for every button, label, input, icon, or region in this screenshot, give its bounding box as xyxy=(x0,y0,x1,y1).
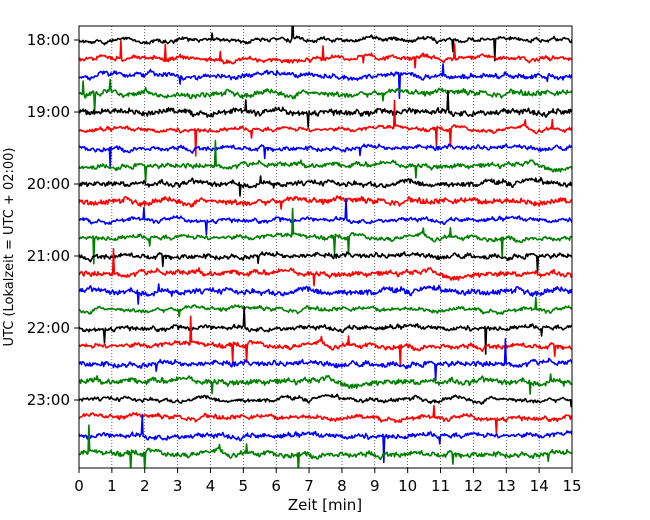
trace-1900 xyxy=(79,89,572,128)
x-tick-label: 8 xyxy=(337,477,347,495)
trace-1800 xyxy=(79,26,572,62)
trace-1945 xyxy=(79,139,572,184)
x-tick-label: 10 xyxy=(398,477,417,495)
trace-2145 xyxy=(79,296,572,318)
trace-2130 xyxy=(79,283,572,305)
y-tick-label: 23:00 xyxy=(27,391,70,409)
trace-1930 xyxy=(79,143,572,168)
y-tick-label: 21:00 xyxy=(27,247,70,265)
x-tick-label: 7 xyxy=(304,477,314,495)
traces xyxy=(79,26,572,468)
trace-2215 xyxy=(79,315,572,367)
y-tick-label: 19:00 xyxy=(27,103,70,121)
x-tick-label: 4 xyxy=(206,477,216,495)
x-tick-label: 12 xyxy=(464,477,483,495)
x-tick-label: 11 xyxy=(431,477,450,495)
trace-2100 xyxy=(79,251,572,274)
y-axis-label: UTC (Lokalzeit = UTC + 02:00) xyxy=(2,148,17,347)
trace-2315 xyxy=(79,404,572,434)
x-tick-label: 14 xyxy=(530,477,549,495)
y-axis-ticks: 18:00 19:00 20:00 21:00 22:00 23:00 xyxy=(27,31,79,409)
trace-2015 xyxy=(79,195,572,210)
x-tick-label: 3 xyxy=(173,477,183,495)
trace-2115 xyxy=(79,248,572,287)
trace-1815 xyxy=(79,39,572,69)
trace-2330 xyxy=(79,413,572,464)
x-tick-label: 13 xyxy=(497,477,516,495)
trace-2045 xyxy=(79,207,572,265)
x-tick-label: 15 xyxy=(562,477,581,495)
trace-2230 xyxy=(79,337,572,382)
trace-1915 xyxy=(79,99,572,157)
x-tick-label: 5 xyxy=(239,477,249,495)
trace-2300 xyxy=(79,393,572,408)
trace-2200 xyxy=(79,305,572,355)
x-tick-label: 0 xyxy=(74,477,84,495)
trace-2345 xyxy=(79,424,572,468)
y-tick-label: 18:00 xyxy=(27,31,70,49)
trace-1845 xyxy=(79,78,572,114)
plot-frame xyxy=(78,25,573,469)
trace-2245 xyxy=(79,373,572,395)
trace-1830 xyxy=(79,63,572,100)
x-tick-label: 9 xyxy=(370,477,380,495)
x-tick-label: 6 xyxy=(271,477,281,495)
x-axis-label: Zeit [min] xyxy=(288,496,362,514)
trace-2000 xyxy=(79,175,572,197)
x-axis-ticks: 0 1 2 3 4 5 6 7 8 9 10 11 12 13 14 15 xyxy=(74,468,582,495)
x-tick-label: 2 xyxy=(140,477,150,495)
y-tick-label: 22:00 xyxy=(27,319,70,337)
trace-2030 xyxy=(79,197,572,236)
y-tick-label: 20:00 xyxy=(27,175,70,193)
x-tick-label: 1 xyxy=(107,477,117,495)
